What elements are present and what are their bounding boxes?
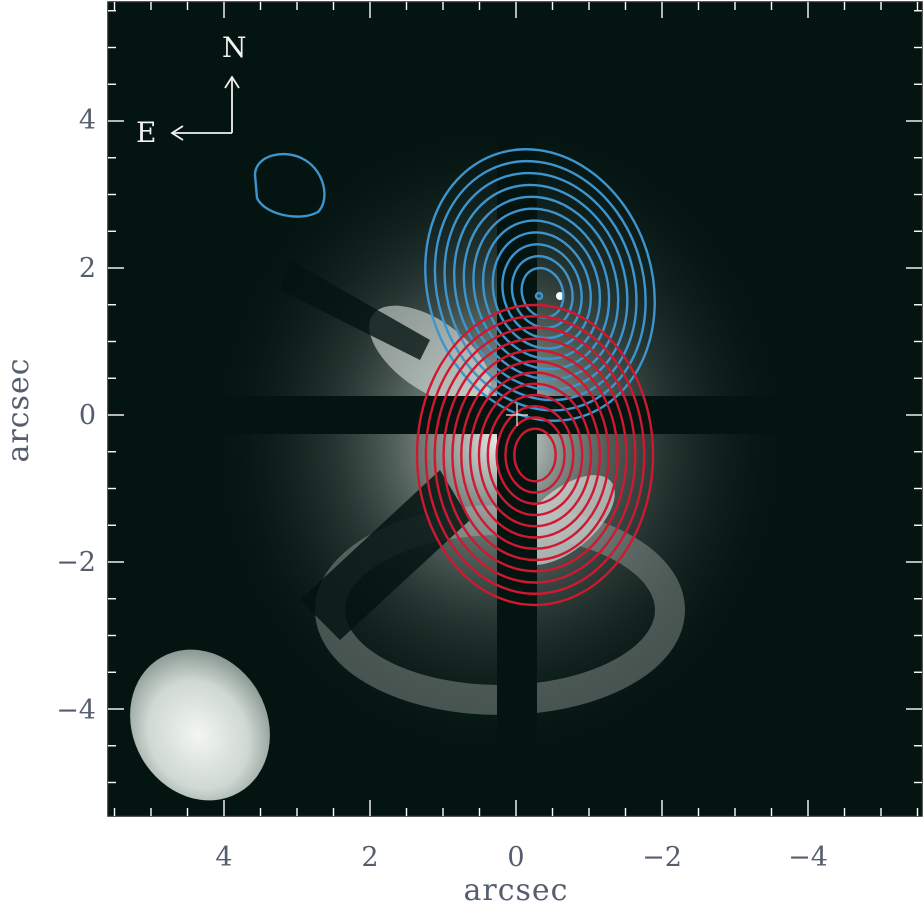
x-tick-label: −2 xyxy=(642,842,682,873)
y-tick-label: 4 xyxy=(79,105,96,136)
contour-ring xyxy=(495,405,575,505)
y-axis-title: arcsec xyxy=(1,358,36,463)
x-tick-label: 2 xyxy=(361,842,378,873)
plot-frame xyxy=(107,1,923,817)
mask-wedge-lower-left xyxy=(300,470,470,640)
red-contours xyxy=(415,303,655,607)
contour-ring xyxy=(452,183,629,391)
contour-ring xyxy=(468,371,602,539)
y-tick-label: −2 xyxy=(56,547,96,578)
contour-ring xyxy=(510,255,574,329)
contour-ring xyxy=(504,416,566,494)
contour-ring xyxy=(451,348,619,562)
bright-source xyxy=(556,292,564,300)
contour-ring xyxy=(486,393,584,517)
blue-contour-isolated xyxy=(253,152,326,218)
compass-east-label: E xyxy=(136,116,156,149)
x-tick-label: 0 xyxy=(507,842,524,873)
contour-ring xyxy=(491,231,592,350)
contour-ring xyxy=(513,427,557,483)
beam-ellipse xyxy=(130,649,270,801)
y-tick-labels: 4 2 0 −2 −4 xyxy=(56,105,96,726)
mask-wedge-upper-left xyxy=(280,260,430,360)
contour-ring xyxy=(442,337,628,573)
contour-ring xyxy=(460,360,610,550)
contour-ring xyxy=(424,315,646,595)
center-marker xyxy=(506,404,528,426)
contour-ring xyxy=(415,303,655,607)
x-axis-title: arcsec xyxy=(464,873,569,908)
contour-ring xyxy=(477,382,593,528)
x-tick-label: 4 xyxy=(215,842,232,873)
contour-peak xyxy=(534,291,544,301)
axis-ticks xyxy=(108,2,922,816)
compass xyxy=(170,75,240,141)
y-tick-label: 0 xyxy=(79,400,96,431)
contour-ring xyxy=(433,159,647,412)
contour-ring xyxy=(443,171,638,402)
contour-ring xyxy=(501,243,583,340)
blue-contours xyxy=(424,148,656,422)
y-tick-label: 2 xyxy=(79,253,96,284)
contour-ring xyxy=(462,195,620,381)
contour-ring xyxy=(472,207,611,371)
contour-ring xyxy=(433,326,637,584)
x-tick-label: −4 xyxy=(788,842,828,873)
y-tick-label: −4 xyxy=(56,695,96,726)
x-tick-labels: 4 2 0 −2 −4 xyxy=(215,842,828,873)
compass-north-label: N xyxy=(222,31,247,64)
